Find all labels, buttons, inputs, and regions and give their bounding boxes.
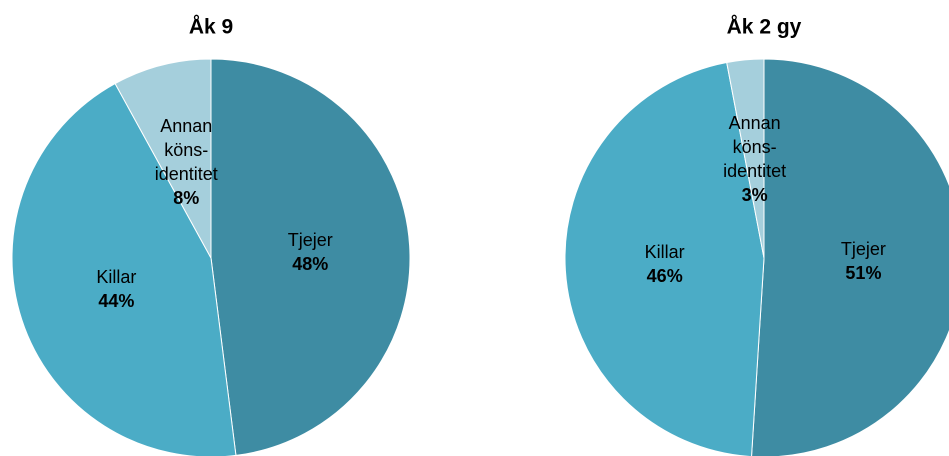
slice-label: Tjejer 48% [268,228,352,276]
category-label: Annan köns-identitet [154,115,218,184]
slice-label: Annan köns-identitet 8% [144,114,228,210]
pie-slice [11,82,237,456]
pie-slice [564,61,765,456]
category-label: Tjejer [840,239,886,260]
value-label: 8% [173,187,200,208]
pie-slice [751,58,949,456]
value-label: 44% [98,290,135,311]
chart-title: Åk 2 gy [727,15,802,39]
value-label: 51% [845,263,882,284]
slice-label: Killar 44% [74,265,158,313]
category-label: Killar [96,266,137,287]
category-label: Annan köns-identitet [723,112,787,181]
pie-slice [114,58,212,259]
value-label: 48% [292,253,329,274]
slice-label: Killar 46% [623,240,707,288]
category-label: Killar [644,242,685,263]
slice-label: Tjejer 51% [821,237,905,285]
category-label: Tjejer [287,229,333,250]
pie-slice [726,58,765,259]
slice-label: Annan köns-identitet 3% [713,111,797,207]
pie-slice [210,58,411,456]
value-label: 46% [646,266,683,287]
value-label: 3% [741,184,768,205]
chart-title: Åk 9 [189,15,233,39]
